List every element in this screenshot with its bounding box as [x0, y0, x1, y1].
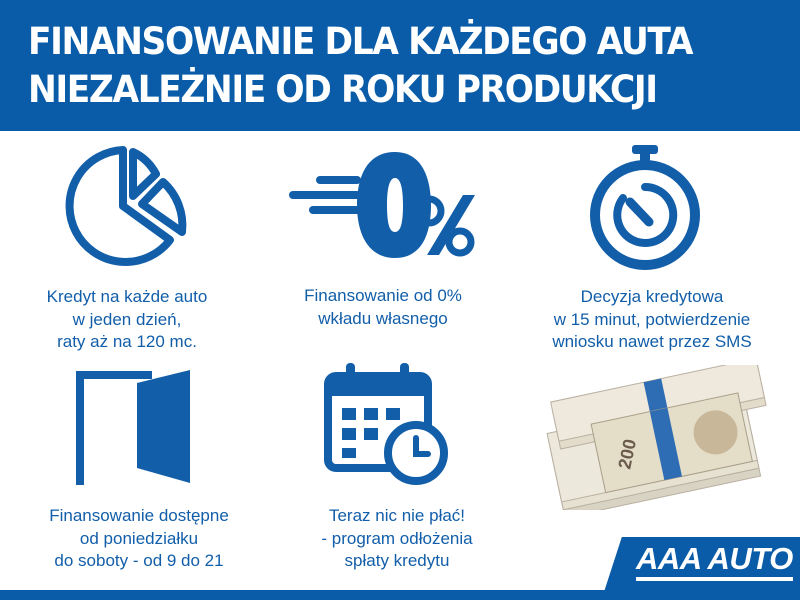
headline-line-2: NIEZALEŻNIE OD ROKU PRODUKCJI [28, 68, 658, 111]
caption-line: Decyzja kredytowa [580, 287, 724, 306]
caption-line: w 15 minut, potwierdzenie [553, 309, 751, 329]
banknote-stack-image: 200 [546, 365, 767, 510]
headline-line-1: FINANSOWANIE DLA KAŻDEGO AUTA [28, 20, 693, 63]
header-banner: FINANSOWANIE DLA KAŻDEGO AUTA NIEZALEŻNI… [0, 0, 800, 131]
calendar-clock-icon [324, 363, 448, 485]
caption-line: Kredyt na każde auto [46, 287, 208, 306]
bottom-stripe [0, 590, 800, 600]
caption-line: raty aż na 120 mc. [57, 332, 197, 351]
open-door-icon [76, 370, 190, 485]
caption-line: Finansowanie dostępne [49, 506, 229, 525]
caption-line: wkładu własnego [318, 308, 448, 328]
caption-line: od poniedziałku [79, 528, 199, 548]
feature-caption-hours: Finansowanie dostępne od poniedziałku do… [9, 505, 269, 573]
feature-caption-decision: Decyzja kredytowa w 15 minut, potwierdze… [522, 286, 782, 354]
feature-caption-zero-down: Finansowanie od 0% wkładu własnego [253, 285, 513, 330]
pie-chart-icon [65, 146, 187, 266]
caption-line: w jeden dzień, [72, 309, 182, 329]
feature-caption-credit: Kredyt na każde auto w jeden dzień, raty… [0, 286, 257, 354]
caption-line: Teraz nic nie płać! [328, 506, 466, 525]
brand-logo: AAA AUTO [636, 543, 793, 581]
zero-percent-icon [289, 152, 475, 258]
stopwatch-icon [590, 145, 700, 270]
caption-line: - program odłożenia [321, 528, 473, 548]
caption-line: spłaty kredytu [344, 551, 450, 570]
caption-line: do soboty - od 9 do 21 [54, 551, 224, 570]
feature-caption-deferral: Teraz nic nie płać! - program odłożenia … [267, 505, 527, 573]
caption-line: wniosku nawet przez SMS [552, 332, 752, 351]
caption-line: Finansowanie od 0% [304, 286, 462, 305]
